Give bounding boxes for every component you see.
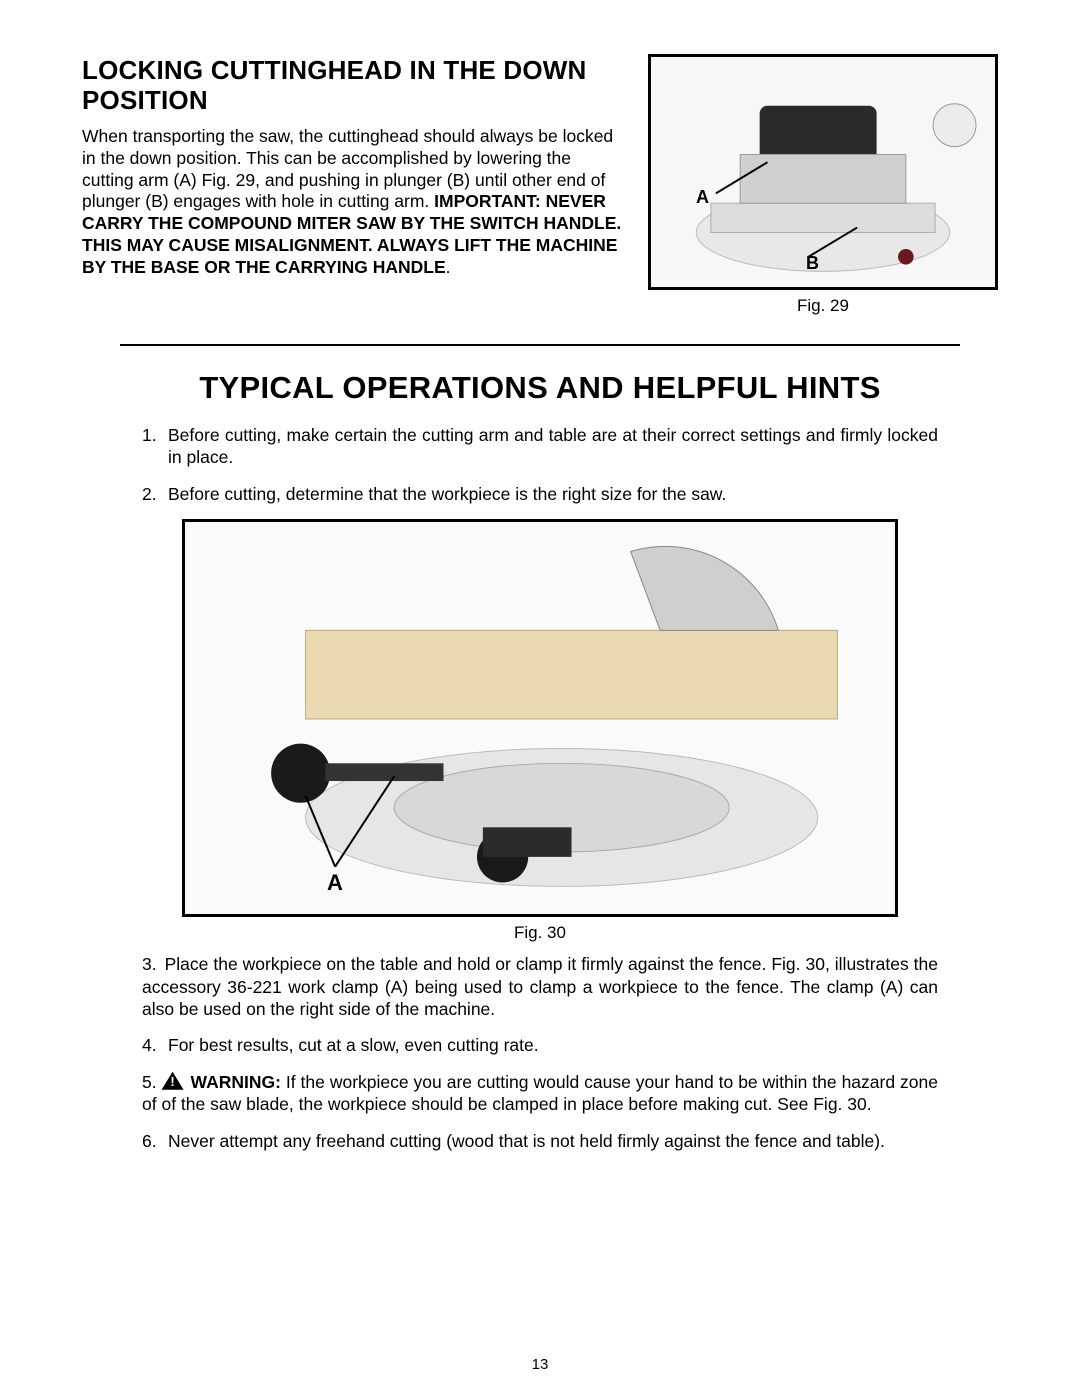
- section1-paragraph: When transporting the saw, the cuttinghe…: [82, 126, 624, 279]
- list-num-4: 4.: [142, 1034, 168, 1056]
- fig30-wrap: A Fig. 30: [182, 519, 898, 943]
- list-text-2: Before cutting, determine that the workp…: [168, 483, 938, 505]
- figure-29: A B: [648, 54, 998, 290]
- list-item: 4. For best results, cut at a slow, even…: [142, 1034, 938, 1056]
- fig29-label-a: A: [696, 187, 709, 208]
- section-locking-cuttinghead: LOCKING CUTTINGHEAD IN THE DOWN POSITION…: [82, 54, 998, 316]
- figure-30-illustration: [185, 522, 895, 914]
- list-item: 2. Before cutting, determine that the wo…: [142, 483, 938, 505]
- list-item: 5. WARNING: If the workpiece you are cut…: [142, 1071, 938, 1116]
- list-text-1: Before cutting, make certain the cutting…: [168, 424, 938, 469]
- list-item: 3.Place the workpiece on the table and h…: [142, 953, 938, 1020]
- fig30-caption: Fig. 30: [182, 923, 898, 943]
- hints-list-continued: 3.Place the workpiece on the table and h…: [142, 953, 938, 1152]
- fig29-label-b: B: [806, 253, 819, 274]
- section2-heading: TYPICAL OPERATIONS AND HELPFUL HINTS: [82, 370, 998, 406]
- page-number: 13: [0, 1356, 1080, 1373]
- fig29-column: A B Fig. 29: [648, 54, 998, 316]
- fig29-caption: Fig. 29: [648, 296, 998, 316]
- hints-list: 1. Before cutting, make certain the cutt…: [142, 424, 938, 505]
- list-num-6: 6.: [142, 1130, 168, 1152]
- section1-body-trailing: .: [446, 257, 451, 277]
- fig30-label-a: A: [327, 870, 343, 896]
- list-text-5-bold: WARNING:: [191, 1072, 281, 1092]
- figure-29-illustration: [651, 57, 995, 287]
- list-text-3: Place the workpiece on the table and hol…: [142, 954, 938, 1019]
- section-divider: [120, 344, 960, 346]
- section1-heading: LOCKING CUTTINGHEAD IN THE DOWN POSITION: [82, 56, 624, 116]
- list-num-5: 5.: [142, 1072, 157, 1092]
- figure-30: A: [182, 519, 898, 917]
- warning-icon: [162, 1072, 184, 1090]
- list-item: 1. Before cutting, make certain the cutt…: [142, 424, 938, 469]
- list-num-1: 1.: [142, 424, 168, 469]
- list-item: 6. Never attempt any freehand cutting (w…: [142, 1130, 938, 1152]
- list-text-6: Never attempt any freehand cutting (wood…: [168, 1130, 938, 1152]
- list-num-2: 2.: [142, 483, 168, 505]
- list-num-3: 3.: [142, 954, 157, 974]
- list-text-4: For best results, cut at a slow, even cu…: [168, 1034, 938, 1056]
- section1-text-column: LOCKING CUTTINGHEAD IN THE DOWN POSITION…: [82, 54, 624, 316]
